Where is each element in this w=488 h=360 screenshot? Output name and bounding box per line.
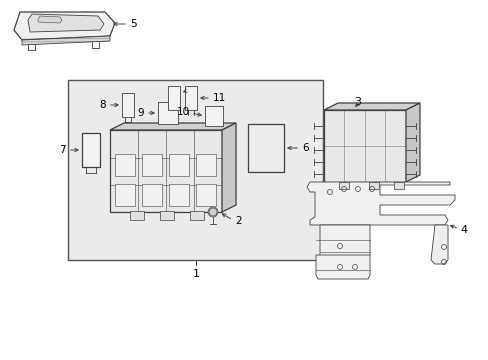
Polygon shape <box>324 103 419 110</box>
Polygon shape <box>22 36 110 45</box>
Bar <box>196 154 216 176</box>
Bar <box>115 154 135 176</box>
Bar <box>393 182 403 189</box>
Bar <box>160 211 174 220</box>
Bar <box>158 102 178 124</box>
Bar <box>184 86 197 110</box>
Text: 7: 7 <box>59 145 66 155</box>
Circle shape <box>208 208 217 216</box>
Polygon shape <box>14 12 115 40</box>
Bar <box>338 182 348 189</box>
Bar <box>368 182 378 189</box>
Bar <box>168 86 180 110</box>
Circle shape <box>207 207 218 217</box>
Text: 9: 9 <box>137 108 143 118</box>
Bar <box>142 154 162 176</box>
Text: 3: 3 <box>354 97 361 107</box>
Polygon shape <box>110 130 222 212</box>
Bar <box>68 80 323 260</box>
Text: 5: 5 <box>130 19 136 29</box>
Bar <box>196 184 216 206</box>
Polygon shape <box>110 123 236 130</box>
Polygon shape <box>405 103 419 182</box>
Bar <box>204 106 223 126</box>
Bar <box>169 154 189 176</box>
Text: 2: 2 <box>235 216 241 226</box>
Bar <box>247 124 284 172</box>
Polygon shape <box>28 14 104 32</box>
Bar <box>169 184 189 206</box>
Text: 1: 1 <box>192 269 199 279</box>
Polygon shape <box>306 182 454 225</box>
Polygon shape <box>319 225 369 259</box>
Polygon shape <box>38 16 62 23</box>
Polygon shape <box>222 123 236 212</box>
Bar <box>142 184 162 206</box>
Polygon shape <box>315 255 369 279</box>
Polygon shape <box>430 225 447 264</box>
Text: 4: 4 <box>459 225 466 235</box>
Bar <box>122 93 134 117</box>
Bar <box>82 133 100 167</box>
Bar <box>190 211 203 220</box>
Text: 11: 11 <box>213 93 226 103</box>
Polygon shape <box>324 110 405 182</box>
Text: 10: 10 <box>177 107 190 117</box>
Bar <box>115 184 135 206</box>
Bar <box>130 211 143 220</box>
Text: 6: 6 <box>302 143 308 153</box>
Text: 8: 8 <box>99 100 106 110</box>
